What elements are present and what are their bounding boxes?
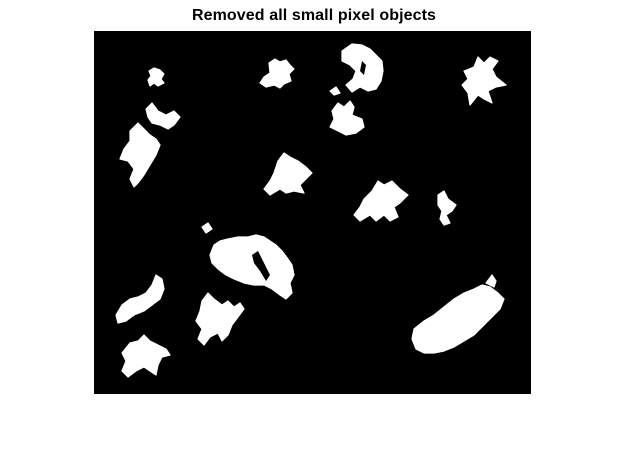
blob-object	[115, 274, 165, 324]
blob-object	[259, 58, 295, 89]
blob-object	[209, 234, 295, 300]
blob-object	[121, 334, 171, 378]
blob-object	[263, 152, 313, 196]
blob-hole	[252, 251, 270, 281]
blob-object	[145, 102, 181, 130]
blob-hole	[360, 61, 366, 75]
blob-object	[329, 86, 341, 96]
blob-object	[437, 190, 457, 226]
blob-object	[411, 284, 505, 354]
blob-object	[195, 292, 245, 346]
blob-object	[119, 122, 161, 188]
figure-title: Removed all small pixel objects	[191, 7, 437, 24]
blob-object	[461, 56, 507, 106]
binary-image-canvas	[115, 43, 507, 378]
blob-object	[147, 67, 165, 87]
blob-object	[353, 180, 409, 222]
binary-image	[94, 31, 531, 394]
blob-object	[201, 222, 213, 234]
blob-object	[329, 100, 365, 136]
blob-object	[485, 274, 497, 288]
